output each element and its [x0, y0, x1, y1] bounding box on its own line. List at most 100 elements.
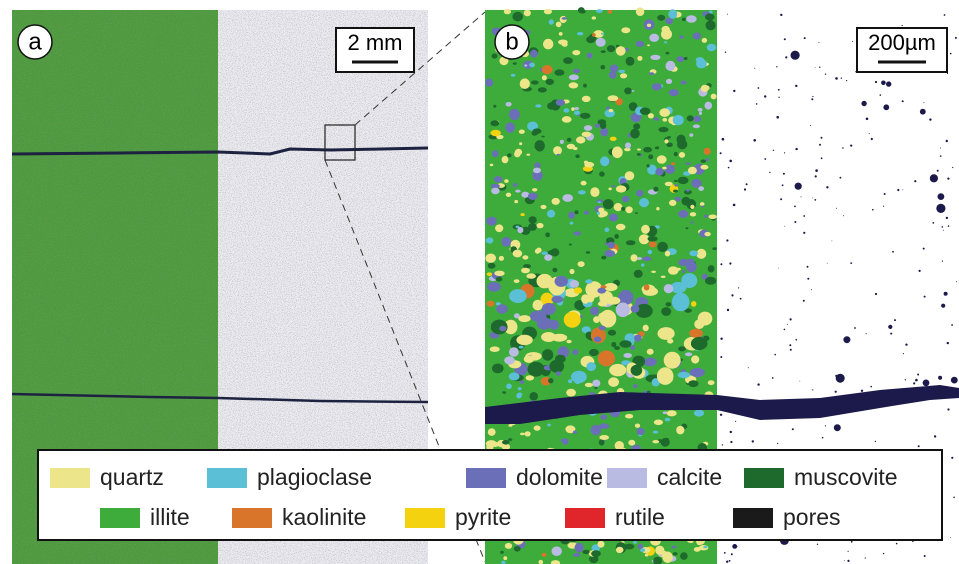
- grain: [675, 197, 681, 201]
- grain: [586, 251, 590, 254]
- grain: [572, 50, 580, 55]
- grain: [553, 146, 562, 155]
- legend-swatch: [733, 508, 773, 528]
- pore: [772, 377, 774, 379]
- grain: [623, 353, 632, 358]
- pore: [890, 333, 892, 335]
- pore: [940, 148, 941, 149]
- grain: [575, 543, 584, 553]
- grain: [514, 546, 521, 552]
- grain: [504, 179, 508, 183]
- pore: [796, 339, 798, 341]
- pore: [758, 87, 760, 89]
- grain: [680, 552, 688, 560]
- grain: [528, 223, 537, 231]
- grain: [656, 207, 659, 210]
- pore: [881, 81, 886, 86]
- pore: [947, 342, 949, 344]
- grain: [600, 310, 617, 328]
- pore: [955, 37, 957, 39]
- grain: [573, 553, 580, 557]
- grain: [640, 108, 651, 115]
- grain: [573, 431, 577, 434]
- grain: [630, 129, 640, 139]
- grain: [679, 35, 683, 38]
- grain: [596, 9, 603, 13]
- grain: [599, 435, 609, 440]
- grain: [688, 167, 697, 175]
- grain: [609, 71, 617, 78]
- grain: [512, 12, 523, 22]
- grain: [585, 383, 593, 387]
- grain: [693, 116, 701, 122]
- pore: [807, 278, 809, 280]
- pore: [795, 183, 802, 190]
- pore: [735, 421, 736, 422]
- legend-swatch: [565, 508, 605, 528]
- grain: [608, 10, 613, 14]
- grain: [686, 189, 690, 191]
- grain: [499, 256, 504, 261]
- grain: [598, 350, 615, 366]
- grain: [674, 152, 678, 156]
- grain: [543, 39, 553, 50]
- grain: [503, 556, 507, 560]
- grain: [664, 139, 668, 143]
- pore: [848, 551, 849, 552]
- grain: [672, 293, 690, 312]
- grain: [513, 183, 517, 187]
- grain: [661, 276, 666, 278]
- pore: [851, 541, 853, 543]
- grain: [568, 212, 575, 219]
- pore: [854, 327, 856, 329]
- grain: [578, 261, 585, 267]
- grain: [621, 207, 625, 211]
- grain: [705, 277, 716, 285]
- grain: [526, 273, 536, 278]
- pore: [886, 81, 891, 86]
- grain: [499, 326, 506, 331]
- pore: [792, 428, 794, 430]
- pore: [951, 324, 953, 326]
- grain: [533, 300, 543, 311]
- pore: [811, 289, 812, 290]
- grain: [548, 378, 553, 383]
- grain: [507, 153, 512, 157]
- grain: [666, 79, 672, 84]
- pore: [803, 232, 805, 234]
- pore: [730, 441, 732, 443]
- pore: [912, 541, 913, 542]
- grain: [606, 107, 610, 110]
- grain: [685, 227, 688, 229]
- grain: [665, 251, 670, 257]
- grain: [708, 265, 715, 272]
- grain: [518, 387, 522, 390]
- grain: [597, 212, 600, 215]
- grain: [572, 349, 578, 355]
- grain: [583, 84, 587, 88]
- grain: [485, 79, 493, 87]
- grain: [488, 263, 496, 269]
- pore: [729, 262, 731, 264]
- grain: [600, 156, 609, 166]
- grain: [677, 139, 687, 149]
- grain: [506, 384, 512, 390]
- grain: [654, 420, 663, 426]
- pore: [917, 374, 919, 376]
- grain: [557, 154, 560, 156]
- pore: [875, 441, 876, 442]
- legend-label: calcite: [657, 464, 722, 490]
- pore: [801, 196, 802, 197]
- grain: [598, 541, 605, 548]
- grain: [614, 203, 623, 211]
- pore: [897, 189, 899, 191]
- grain: [668, 9, 677, 19]
- legend-swatch: [232, 508, 272, 528]
- grain: [687, 259, 695, 263]
- pore: [947, 178, 949, 180]
- pore: [821, 137, 823, 139]
- grain: [579, 10, 586, 14]
- pore: [883, 104, 889, 110]
- pore: [938, 376, 942, 380]
- grain: [599, 171, 605, 176]
